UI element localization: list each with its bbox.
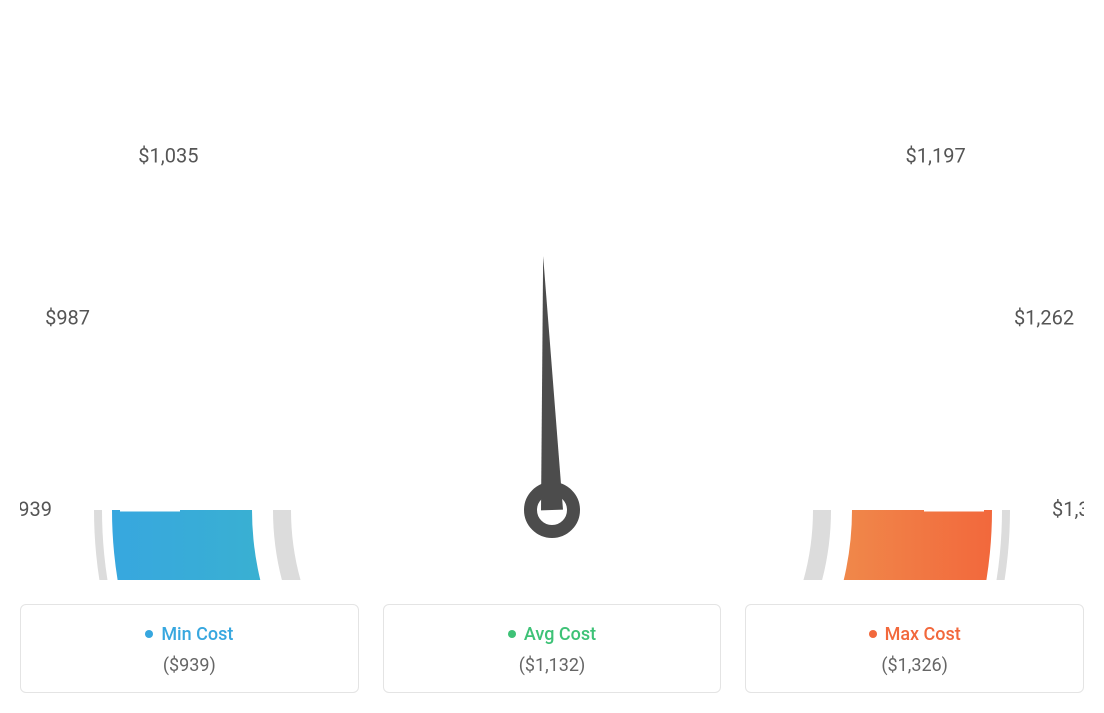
gauge-needle <box>541 256 563 510</box>
gauge-tick <box>914 345 951 360</box>
legend-card: Min Cost ($939) <box>20 604 359 693</box>
legend-value: ($1,132) <box>394 655 711 676</box>
cost-gauge-chart: $939 $987 $1,035 $1,132 $1,197 $1,262 $1,326 M… <box>20 20 1084 693</box>
gauge-tick-label: $1,326 <box>1052 497 1084 521</box>
gauge-arc <box>112 510 992 580</box>
gauge-tick-label: $1,262 <box>1014 306 1074 330</box>
legend-dot <box>145 630 153 638</box>
legend-row: Min Cost ($939) Avg Cost ($1,132) Max Co… <box>20 604 1084 693</box>
gauge-tick <box>153 345 190 360</box>
gauge-tick-label: $987 <box>45 306 90 330</box>
gauge-tick-label: $1,197 <box>906 143 966 167</box>
gauge-tick-label: $939 <box>20 497 52 521</box>
legend-card: Avg Cost ($1,132) <box>383 604 722 693</box>
gauge-inner-ring <box>282 510 822 580</box>
legend-title: Avg Cost <box>508 624 596 645</box>
gauge-tick <box>815 205 857 247</box>
gauge-tick-label: $1,035 <box>138 143 198 167</box>
gauge-tick <box>247 205 289 247</box>
gauge-svg: $939 $987 $1,035 $1,132 $1,197 $1,262 $1,326 <box>20 20 1084 580</box>
legend-card: Max Cost ($1,326) <box>745 604 1084 693</box>
legend-dot <box>508 630 516 638</box>
legend-value: ($939) <box>31 655 348 676</box>
gauge-tick <box>702 111 717 148</box>
legend-title-text: Min Cost <box>161 624 233 645</box>
legend-title: Max Cost <box>869 624 961 645</box>
gauge-tick-label: $1,132 <box>522 20 582 21</box>
legend-dot <box>869 630 877 638</box>
legend-title-text: Max Cost <box>885 624 961 645</box>
legend-value: ($1,326) <box>756 655 1073 676</box>
legend-title-text: Avg Cost <box>524 624 596 645</box>
gauge-tick <box>387 111 402 148</box>
legend-title: Min Cost <box>145 624 233 645</box>
